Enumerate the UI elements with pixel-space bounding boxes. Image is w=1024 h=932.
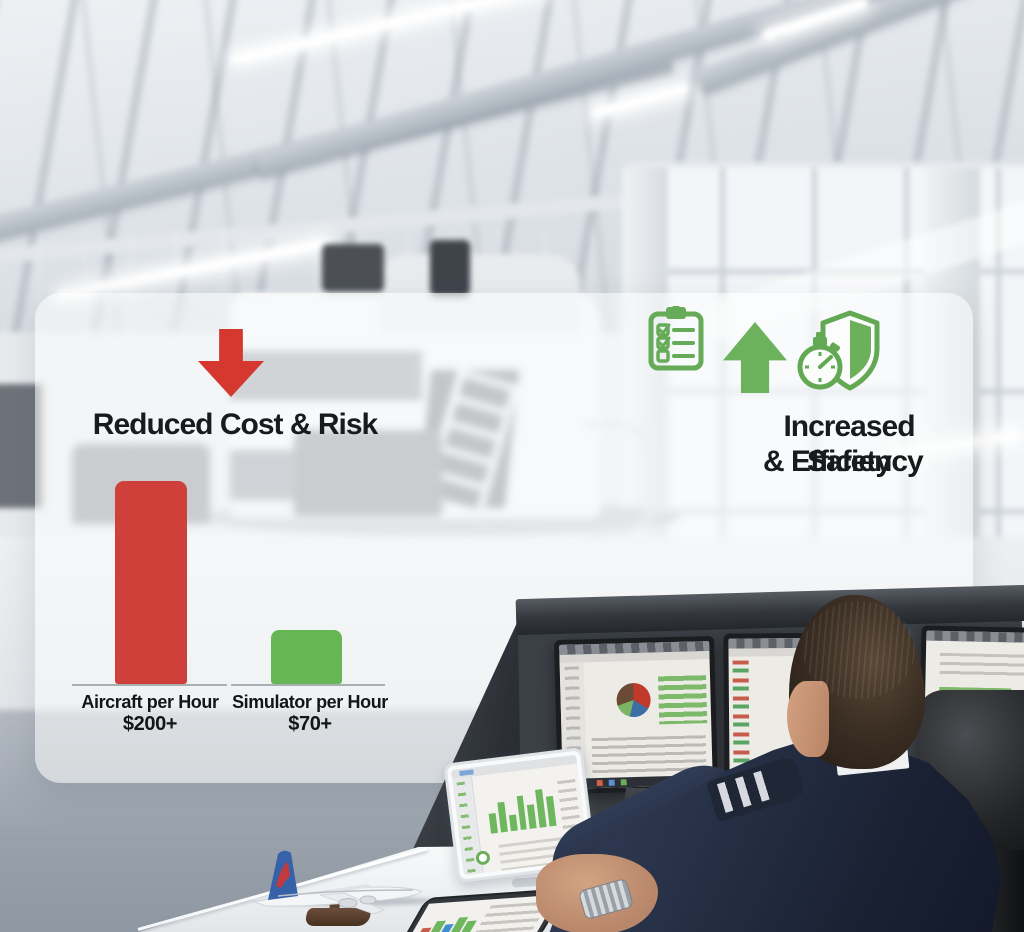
bar-simulator-cost — [271, 630, 342, 684]
bar-category-label: Simulator per Hour — [232, 692, 388, 712]
bar-value-label: $200+ — [122, 713, 178, 735]
green-bar-graphic — [657, 675, 708, 725]
checklist-clipboard-icon — [648, 306, 704, 371]
simulator-roof-equipment — [430, 240, 470, 296]
mini-chart-graphic — [416, 906, 485, 932]
app-titlebar — [926, 630, 1024, 644]
simulator-roof-equipment — [322, 244, 384, 292]
axis-baseline-aircraft — [72, 684, 227, 686]
pilot-head — [787, 595, 925, 769]
down-arrow-icon — [198, 329, 264, 397]
bar-value-label: $70+ — [288, 713, 332, 735]
safety-heading-line2: & Efficiency — [763, 445, 924, 478]
bar-label-aircraft: Aircraft per Hour $200+ — [65, 692, 235, 736]
model-airplane — [252, 850, 422, 915]
bar-category-label: Aircraft per Hour — [81, 692, 219, 712]
bar-aircraft-cost — [115, 481, 187, 684]
circle-badge-graphic — [475, 850, 491, 866]
up-arrow-icon — [723, 322, 787, 393]
cost-risk-heading: Reduced Cost & Risk — [92, 408, 378, 441]
safety-heading: Increased Safety & Efficiency — [591, 409, 935, 478]
shield-stopwatch-icon — [797, 310, 880, 391]
safety-heading-line1: Increased Safety — [783, 410, 915, 478]
pie-chart-graphic — [616, 682, 652, 718]
bar-label-simulator: Simulator per Hour $70+ — [225, 692, 395, 736]
axis-baseline-simulator — [231, 684, 385, 686]
green-bar-chart-graphic — [486, 784, 557, 834]
text-rows-graphic — [939, 652, 1024, 682]
icon-list-graphic — [732, 660, 750, 767]
